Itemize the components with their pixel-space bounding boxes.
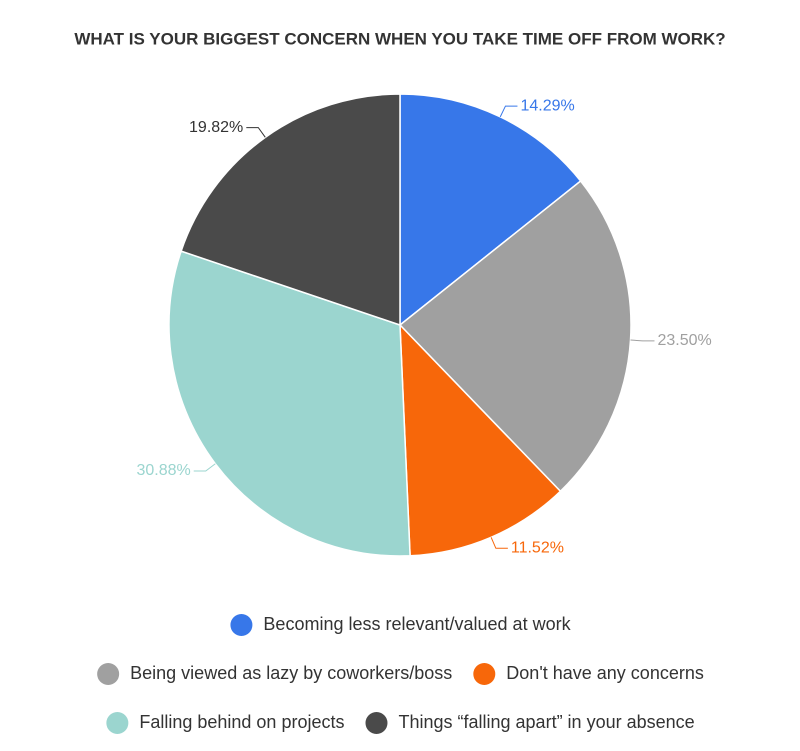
value-label: 14.29%	[520, 97, 574, 114]
chart-title: WHAT IS YOUR BIGGEST CONCERN WHEN YOU TA…	[74, 29, 725, 48]
value-label: 11.52%	[511, 540, 564, 557]
value-label: 23.50%	[657, 332, 711, 349]
pie-slice	[398, 179, 632, 493]
pie-slice	[399, 93, 582, 327]
pie-slice	[168, 250, 411, 557]
leader-line	[630, 339, 655, 342]
legend-label: Don't have any concerns	[506, 663, 704, 683]
pie-slice	[180, 93, 401, 327]
legend-label: Falling behind on projects	[139, 712, 344, 732]
legend-marker	[473, 663, 496, 685]
legend-label: Things “falling apart” in your absence	[398, 712, 694, 732]
value-label: 30.88%	[136, 462, 190, 479]
legend-label: Being viewed as lazy by coworkers/boss	[130, 663, 452, 683]
legend-marker	[230, 614, 253, 636]
value-label: 19.82%	[189, 119, 243, 136]
leader-line	[246, 127, 266, 138]
legend-marker	[365, 712, 388, 734]
leader-line	[193, 463, 216, 472]
leader-line	[490, 537, 508, 549]
legend-label: Becoming less relevant/valued at work	[263, 614, 571, 634]
legend-marker	[97, 663, 120, 685]
legend-marker	[106, 712, 129, 734]
leader-line	[499, 105, 518, 118]
